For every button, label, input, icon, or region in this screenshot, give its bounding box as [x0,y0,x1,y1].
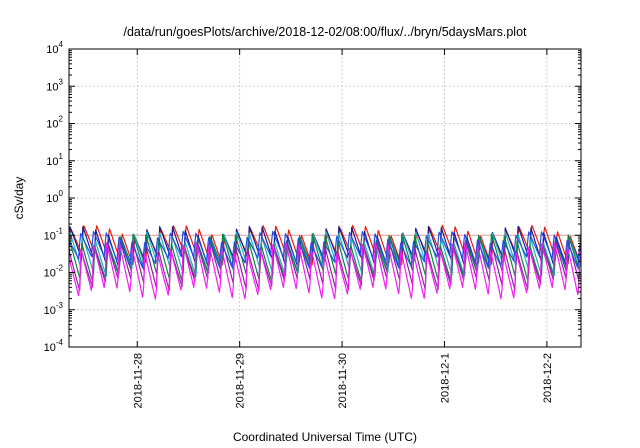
chart-title: /data/run/goesPlots/archive/2018-12-02/0… [123,25,527,39]
y-tick-label: 10-1 [44,226,64,242]
y-tick-label: 10-2 [44,264,64,280]
x-tick-label: 2018-12-2 [542,353,554,403]
y-tick-label: 103 [46,77,63,93]
y-axis-label: cSv/day [12,177,26,220]
y-tick-label: 102 [46,115,63,131]
y-tick-label: 10-4 [44,338,64,354]
series-line [68,233,582,282]
grid [69,49,581,347]
y-tick-label: 101 [46,152,63,168]
x-tick-label: 2018-11-28 [132,353,144,408]
x-axis: 2018-11-28 2018-11-29 2018-11-30 2018-12-1 2… [132,49,554,408]
series-group [68,224,582,300]
series-line [68,239,582,291]
x-tick-label: 2018-11-29 [235,353,247,408]
y-axis: 10-4 10-3 10-2 10-1 100 101 102 103 104 [44,40,581,354]
x-tick-label: 2018-11-30 [337,353,349,408]
y-tick-label: 100 [46,189,63,205]
x-tick-label: 2018-12-1 [439,353,451,403]
x-axis-label: Coordinated Universal Time (UTC) [233,430,417,444]
y-tick-label: 104 [46,40,63,56]
series-line [68,230,582,269]
y-tick-label: 10-3 [44,301,64,317]
series-line [68,242,582,300]
